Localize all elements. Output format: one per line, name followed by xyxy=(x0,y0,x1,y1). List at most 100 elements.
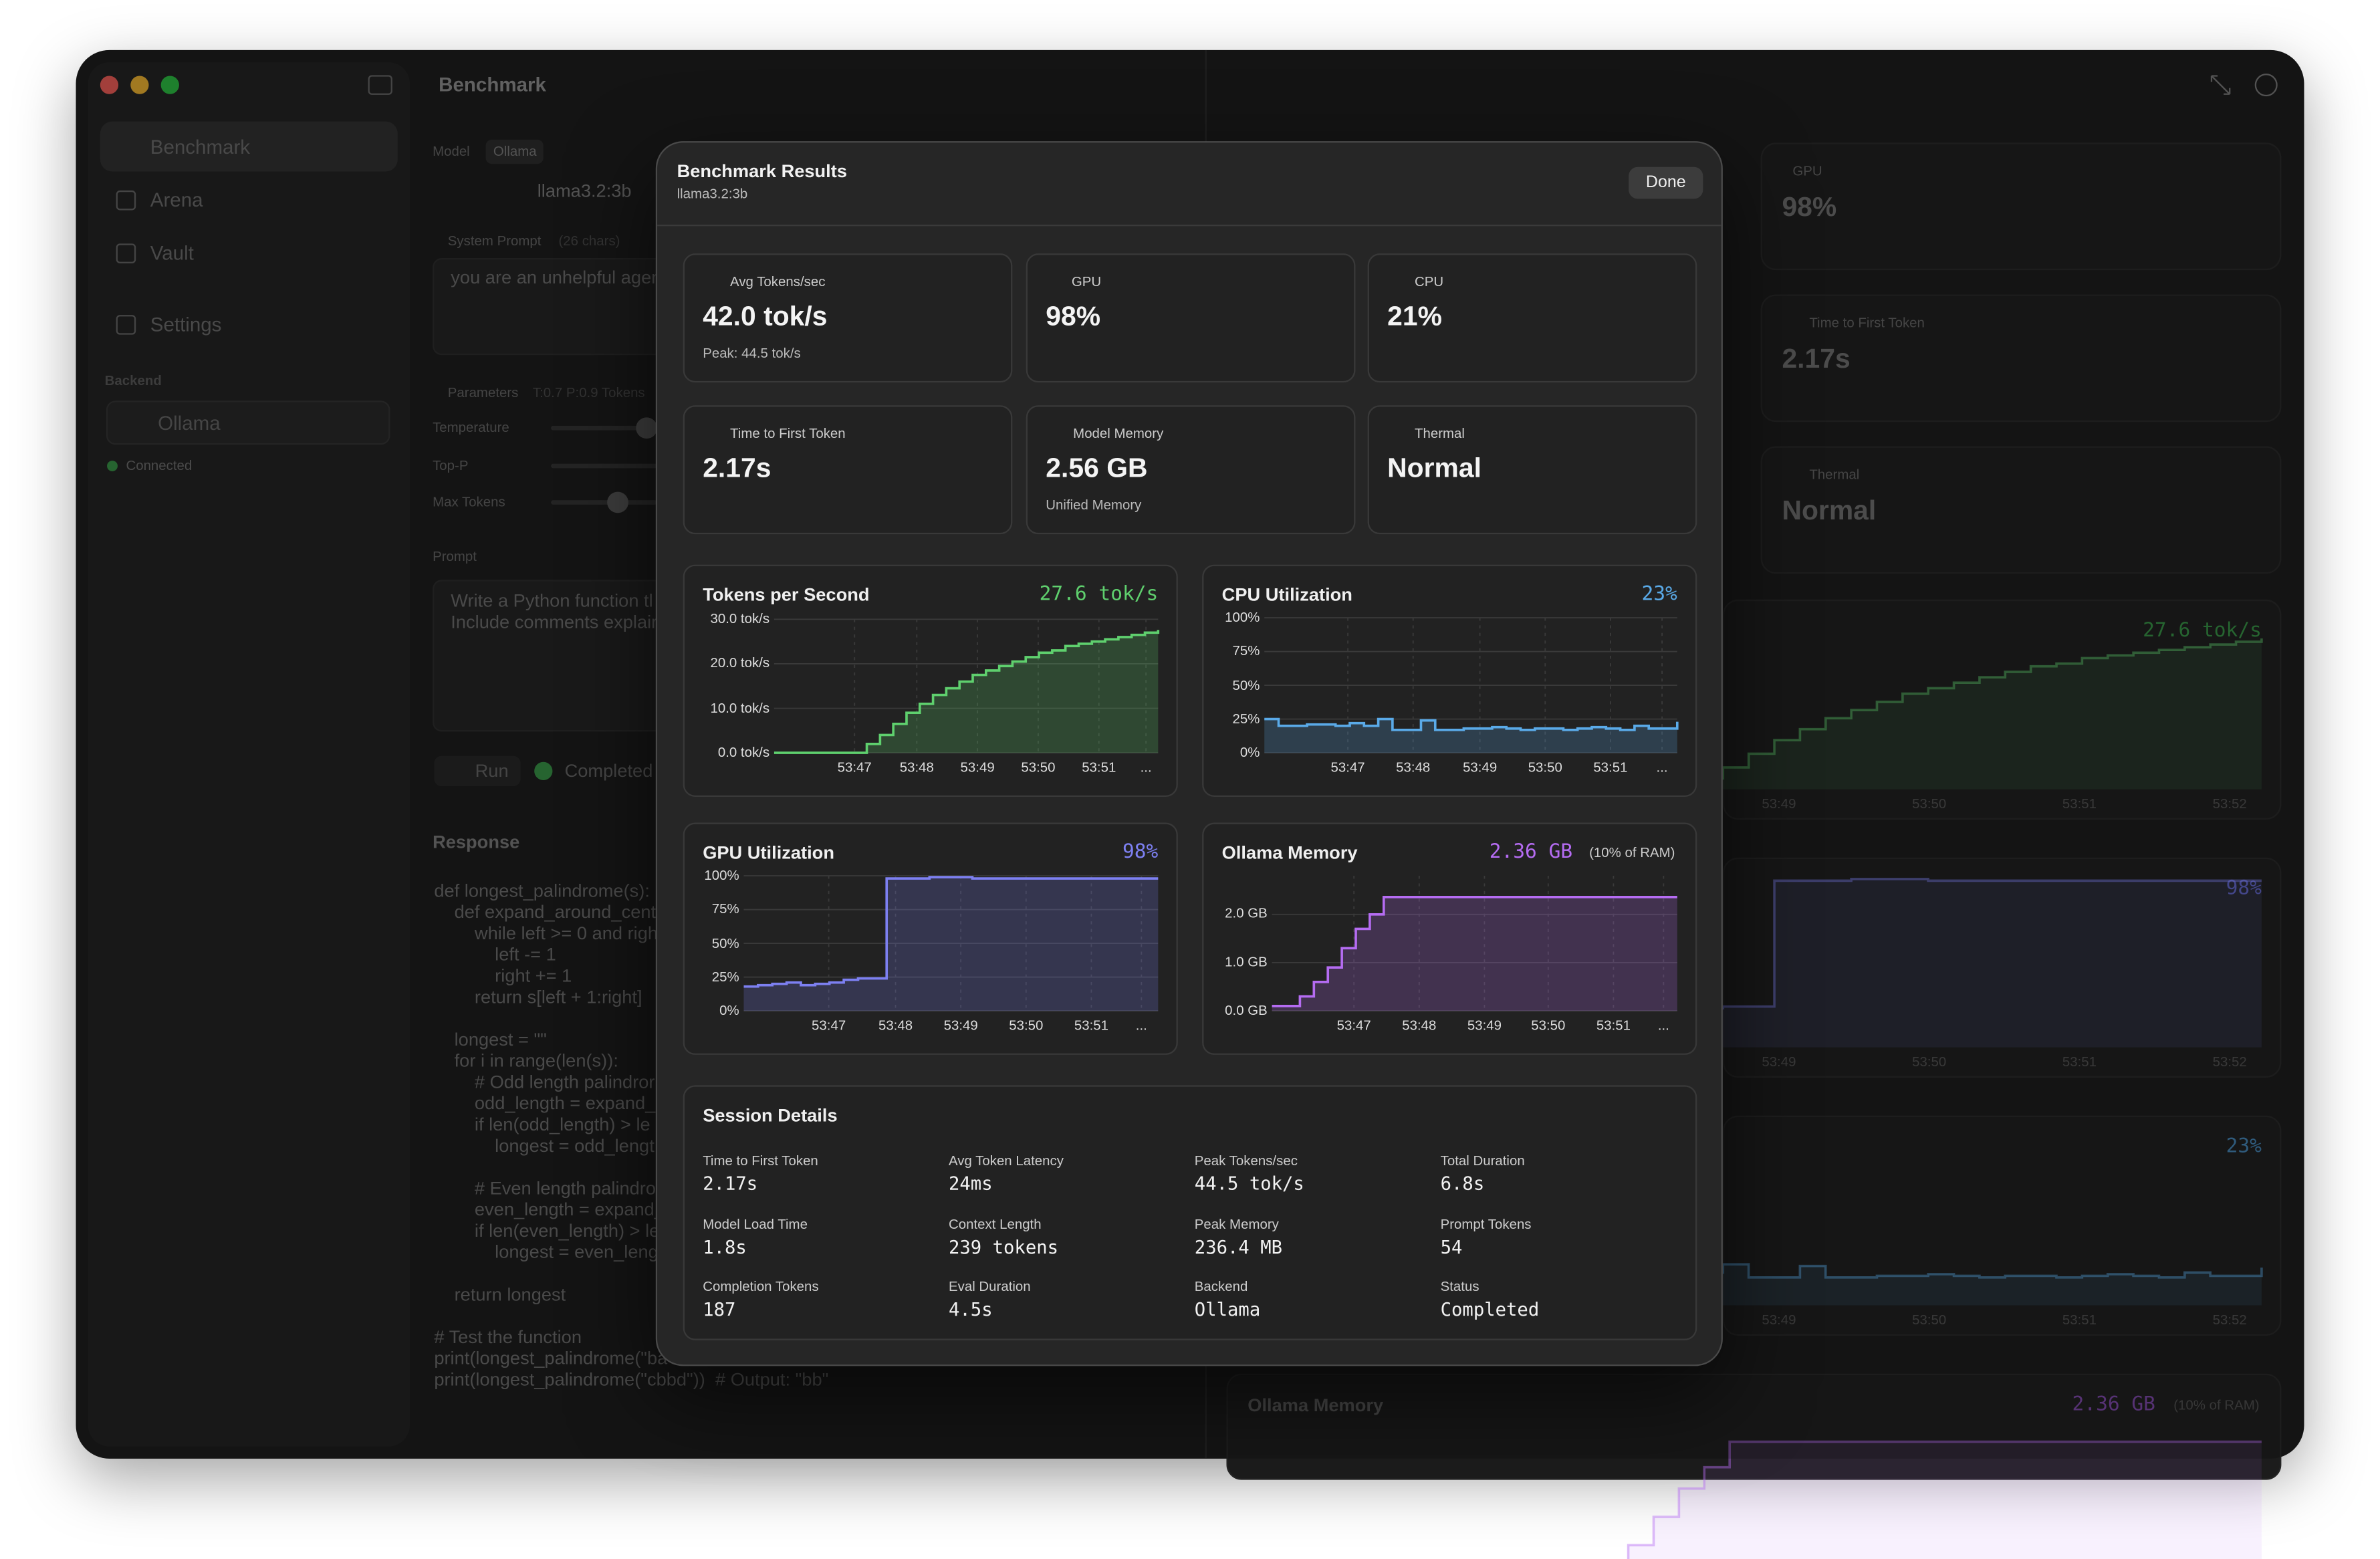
chart-area xyxy=(774,630,1159,753)
status-dot xyxy=(107,461,118,471)
session-card xyxy=(683,1085,1697,1340)
sidebar-item[interactable]: Benchmark xyxy=(150,135,251,158)
code-line: # Even length palindro xyxy=(434,1177,657,1199)
chart-card xyxy=(1202,822,1697,1055)
slider-thumb xyxy=(607,491,628,513)
code-line: def longest_palindrome(s): xyxy=(434,880,650,902)
chart-title: Tokens per Second xyxy=(703,584,870,606)
code-line: print(longest_palindrome("cbbd")) # Outp… xyxy=(434,1368,829,1391)
x-tick-label: 53:48 xyxy=(1402,1017,1437,1034)
slider-track xyxy=(551,500,658,505)
bg-chart-headline: 2.36 GB xyxy=(2072,1393,2155,1417)
session-label: Time to First Token xyxy=(703,1153,818,1169)
chart-title: Ollama Memory xyxy=(1221,842,1358,864)
session-label: Completion Tokens xyxy=(703,1279,819,1294)
parameter-label: Temperature xyxy=(433,419,509,435)
chart-line xyxy=(1272,895,1677,1007)
response-label: Response xyxy=(433,831,520,853)
bg-card-value: 98% xyxy=(1782,191,1837,222)
session-value: 1.8s xyxy=(703,1235,747,1257)
chart-line xyxy=(1264,717,1679,731)
chart-title: GPU Utilization xyxy=(703,842,834,864)
session-label: Prompt Tokens xyxy=(1440,1215,1532,1231)
traffic-light xyxy=(130,76,149,94)
chart-note: (10% of RAM) xyxy=(1589,844,1675,860)
prompt-box xyxy=(433,580,676,732)
modal-subtitle: llama3.2:3b xyxy=(677,186,748,202)
bg-x-label: 53:50 xyxy=(1912,796,1947,812)
backend-value: Ollama xyxy=(158,411,221,435)
stat-label: GPU xyxy=(1071,274,1102,289)
bg-x-label: 53:50 xyxy=(1912,1312,1947,1328)
x-tick-label: 53:48 xyxy=(1396,759,1431,775)
code-line: # Test the function xyxy=(434,1326,582,1348)
bg-chart-title: Ollama Memory xyxy=(1247,1395,1384,1416)
model-name: llama3.2:3b xyxy=(537,180,632,202)
model-label: Model xyxy=(433,143,470,159)
run-status: Completed xyxy=(564,760,653,782)
x-tick-label: 53:50 xyxy=(1009,1017,1044,1034)
session-label: Backend xyxy=(1194,1279,1248,1294)
stat-value: 98% xyxy=(1046,301,1101,332)
sidebar-item[interactable]: Vault xyxy=(150,241,194,265)
session-label: Status xyxy=(1440,1279,1479,1294)
stat-value: Normal xyxy=(1387,453,1481,483)
bg-card-label: GPU xyxy=(1792,163,1822,179)
stat-value: 2.17s xyxy=(703,453,771,483)
stat-label: CPU xyxy=(1415,274,1444,289)
stat-note: Peak: 44.5 tok/s xyxy=(703,345,801,361)
chart-card xyxy=(683,822,1178,1055)
session-label: Total Duration xyxy=(1440,1153,1525,1169)
run-button[interactable] xyxy=(434,755,521,787)
sidebar-item[interactable]: Arena xyxy=(150,188,203,212)
window-title: Benchmark xyxy=(439,73,546,96)
session-value: 54 xyxy=(1440,1235,1463,1257)
traffic-light xyxy=(160,76,179,94)
session-value: 239 tokens xyxy=(949,1235,1059,1257)
chart-area xyxy=(1272,896,1677,1011)
parameter-label: Top-P xyxy=(433,457,469,473)
x-tick-label: 53:50 xyxy=(1531,1017,1566,1034)
section-label: Parameters xyxy=(447,384,519,400)
bg-stat-card xyxy=(1760,446,2282,574)
x-tick-label: ... xyxy=(1135,1017,1147,1034)
bg-x-label: 53:49 xyxy=(1762,1054,1796,1070)
bg-card-value: 2.17s xyxy=(1782,343,1851,374)
sidebar-icon xyxy=(116,315,136,335)
bg-stat-card xyxy=(1760,142,2282,271)
sidebar-toggle xyxy=(368,75,392,95)
chart-headline: 27.6 tok/s xyxy=(1039,583,1159,606)
stat-card xyxy=(683,253,1013,383)
code-line: longest = odd_lengt xyxy=(434,1134,654,1157)
run-label: Run xyxy=(475,760,509,782)
sidebar-icon xyxy=(116,243,136,263)
x-tick-label: 53:49 xyxy=(1463,759,1498,775)
done-button[interactable] xyxy=(1629,166,1703,199)
x-tick-label: 53:47 xyxy=(1330,759,1365,775)
chart-area xyxy=(1518,638,2262,790)
y-tick-label: 25% xyxy=(1232,711,1260,727)
stat-label: Model Memory xyxy=(1073,426,1164,441)
code-line: longest = even_leng xyxy=(434,1241,659,1263)
x-tick-label: 53:48 xyxy=(899,759,934,775)
session-label: Context Length xyxy=(949,1215,1042,1231)
code-line: print(longest_palindrome("ba xyxy=(434,1347,668,1369)
x-tick-label: 53:51 xyxy=(1596,1017,1631,1034)
done-label[interactable]: Done xyxy=(1645,172,1686,191)
bg-chart-card xyxy=(1722,1115,2282,1336)
session-title: Session Details xyxy=(703,1104,838,1126)
stat-card xyxy=(1367,253,1697,383)
sidebar-item[interactable]: Settings xyxy=(150,313,222,336)
bg-chart-note: (10% of RAM) xyxy=(2173,1397,2260,1413)
bg-chart-headline: 27.6 tok/s xyxy=(2143,619,2262,642)
bg-card-value: Normal xyxy=(1782,495,1877,526)
stat-label: Thermal xyxy=(1415,426,1465,441)
backend-select[interactable] xyxy=(106,400,390,445)
bg-chart-headline: 98% xyxy=(2226,877,2262,901)
y-tick-label: 25% xyxy=(711,969,739,985)
y-tick-label: 1.0 GB xyxy=(1225,954,1268,970)
session-value: Ollama xyxy=(1194,1299,1261,1320)
stat-value: 2.56 GB xyxy=(1046,453,1148,483)
